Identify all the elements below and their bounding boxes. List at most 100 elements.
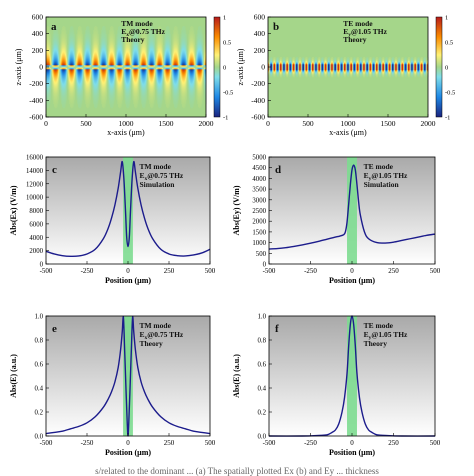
heatmap-cell — [58, 41, 60, 43]
heatmap-cell — [58, 57, 60, 59]
heatmap-cell — [70, 48, 72, 50]
heatmap-cell — [61, 80, 63, 82]
heatmap-cell — [54, 40, 56, 42]
heatmap-cell — [71, 47, 73, 49]
heatmap-cell — [71, 34, 73, 36]
heatmap-cell — [46, 46, 48, 48]
heatmap-cell — [53, 30, 55, 32]
heatmap-cell — [57, 83, 59, 85]
heatmap-cell — [56, 42, 58, 44]
heatmap-cell — [63, 104, 65, 106]
heatmap-cell — [68, 52, 70, 54]
heatmap-cell — [66, 95, 68, 97]
heatmap-cell — [61, 49, 63, 51]
heatmap-cell — [50, 53, 52, 55]
heatmap-cell — [56, 44, 58, 46]
heatmap-cell — [70, 90, 72, 92]
heatmap-cell — [70, 27, 72, 29]
heatmap-cell — [62, 63, 64, 65]
heatmap-cell — [50, 99, 52, 101]
heatmap-cell — [58, 74, 60, 76]
heatmap-cell — [46, 38, 48, 40]
heatmap-cell — [66, 37, 68, 39]
heatmap-cell — [48, 29, 50, 31]
heatmap-cell — [46, 77, 48, 79]
heatmap-cell — [58, 59, 60, 61]
heatmap-cell — [74, 87, 76, 89]
heatmap-cell — [76, 91, 78, 93]
heatmap-cell — [65, 46, 67, 48]
heatmap-cell — [62, 53, 64, 55]
heatmap-cell — [65, 91, 67, 93]
heatmap-cell — [68, 46, 70, 48]
heatmap-cell — [54, 54, 56, 56]
heatmap-cell — [57, 46, 59, 48]
heatmap-cell — [66, 67, 68, 69]
heatmap-cell — [46, 73, 48, 75]
heatmap-cell — [64, 36, 66, 38]
heatmap-cell — [46, 93, 48, 95]
heatmap-cell — [76, 45, 78, 47]
heatmap-cell — [46, 104, 48, 106]
heatmap-cell — [46, 55, 48, 57]
heatmap-cell — [65, 59, 67, 61]
heatmap-cell — [53, 48, 55, 50]
heatmap-cell — [52, 75, 54, 77]
heatmap-cell — [50, 77, 52, 79]
heatmap-cell — [70, 98, 72, 100]
heatmap-cell — [58, 73, 60, 75]
heatmap-cell — [46, 71, 48, 73]
heatmap-cell — [66, 92, 68, 94]
heatmap-cell — [54, 49, 56, 51]
heatmap-cell — [67, 46, 69, 48]
heatmap-cell — [62, 64, 64, 66]
heatmap-cell — [47, 43, 49, 45]
heatmap-cell — [51, 87, 53, 89]
heatmap-cell — [51, 50, 53, 52]
heatmap-cell — [64, 92, 66, 94]
heatmap-cell — [60, 92, 62, 94]
heatmap-cell — [61, 95, 63, 97]
heatmap-cell — [54, 44, 56, 46]
heatmap-cell — [66, 69, 68, 71]
heatmap-cell — [72, 54, 74, 56]
heatmap-cell — [76, 48, 78, 50]
heatmap-cell — [63, 57, 65, 59]
heatmap-cell — [60, 87, 62, 89]
heatmap-cell — [54, 72, 56, 74]
heatmap-cell — [72, 83, 74, 85]
heatmap-cell — [47, 54, 49, 56]
heatmap-cell — [57, 93, 59, 95]
heatmap-cell — [68, 92, 70, 94]
heatmap-cell — [63, 96, 65, 98]
heatmap-cell — [46, 99, 48, 101]
heatmap-cell — [72, 40, 74, 42]
heatmap-cell — [70, 67, 72, 69]
heatmap-cell — [74, 62, 76, 64]
heatmap-cell — [50, 59, 52, 61]
heatmap-cell — [60, 45, 62, 47]
heatmap-cell — [52, 34, 54, 36]
heatmap-cell — [55, 81, 57, 83]
heatmap-cell — [63, 51, 65, 53]
heatmap-cell — [65, 48, 67, 50]
heatmap-cell — [50, 51, 52, 53]
heatmap-cell — [63, 73, 65, 75]
heatmap-cell — [54, 27, 56, 29]
heatmap-cell — [50, 83, 52, 85]
heatmap-cell — [50, 85, 52, 87]
heatmap-cell — [62, 83, 64, 85]
heatmap-cell — [52, 80, 54, 82]
heatmap-cell — [72, 88, 74, 90]
heatmap-cell — [54, 63, 56, 65]
heatmap-cell — [46, 59, 48, 61]
heatmap-cell — [46, 78, 48, 80]
heatmap-cell — [66, 42, 68, 44]
heatmap-cell — [60, 48, 62, 50]
heatmap-cell — [70, 53, 72, 55]
heatmap-cell — [64, 83, 66, 85]
heatmap-cell — [50, 78, 52, 80]
heatmap-cell — [70, 36, 72, 38]
heatmap-cell — [75, 66, 77, 68]
heatmap-cell — [67, 69, 69, 71]
